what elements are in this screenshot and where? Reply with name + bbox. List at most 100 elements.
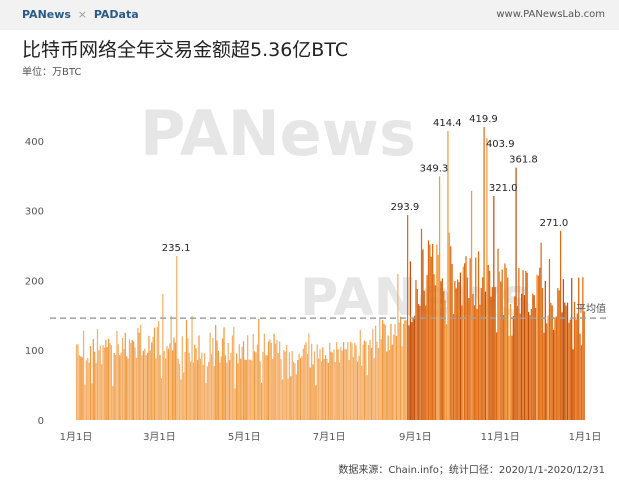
bar	[304, 344, 306, 420]
x-tick-label: 5月1日	[228, 431, 261, 443]
bar	[327, 362, 329, 420]
y-tick-label: 300	[25, 207, 44, 218]
bar	[139, 324, 142, 420]
bar	[273, 333, 275, 420]
bar	[109, 342, 111, 420]
peak-data-label: 271.0	[540, 218, 569, 229]
bar	[127, 358, 129, 420]
bar	[419, 305, 421, 420]
bar	[195, 348, 197, 420]
bar	[173, 337, 175, 420]
bar	[262, 351, 264, 420]
bar	[544, 280, 546, 420]
bar	[416, 289, 418, 420]
bar	[495, 332, 498, 420]
bar	[329, 342, 331, 420]
bar	[219, 362, 221, 420]
bar	[505, 267, 507, 420]
bar	[393, 334, 395, 420]
bar	[163, 351, 165, 420]
bar	[336, 342, 338, 420]
bar	[405, 320, 407, 420]
panews-logo: PANews	[22, 8, 71, 21]
bar	[548, 258, 551, 420]
chart-unit: 单位：万BTC	[22, 67, 82, 78]
bar	[145, 355, 147, 420]
watermark-text: PANews	[140, 97, 416, 170]
bar	[502, 315, 505, 420]
bar	[249, 359, 252, 420]
bar	[183, 372, 185, 420]
bar	[319, 349, 321, 420]
bars-layer	[76, 127, 585, 421]
bar	[226, 362, 228, 420]
bar	[533, 295, 535, 420]
bar	[573, 301, 576, 420]
peak-data-label: 235.1	[162, 243, 191, 254]
bar	[571, 278, 573, 420]
bar	[191, 316, 193, 420]
bar	[504, 263, 506, 420]
bar	[266, 355, 268, 420]
bar	[284, 351, 286, 420]
y-tick-label: 200	[25, 276, 44, 287]
bar	[377, 348, 380, 420]
bar	[345, 349, 348, 420]
bar	[89, 346, 92, 420]
bar	[440, 281, 442, 420]
bar	[465, 256, 467, 420]
bar	[288, 352, 291, 420]
bar	[356, 361, 359, 420]
bar	[477, 251, 480, 420]
bar	[258, 318, 260, 420]
bar	[387, 335, 389, 420]
bar	[156, 326, 158, 420]
bar	[121, 337, 124, 420]
bar	[84, 384, 86, 420]
bar	[199, 358, 202, 420]
bar	[210, 354, 213, 420]
y-tick-label: 0	[38, 416, 44, 427]
bar	[526, 272, 528, 420]
bar	[516, 305, 519, 420]
bar	[482, 277, 484, 420]
bar	[315, 385, 317, 420]
bar	[280, 359, 282, 420]
bar	[331, 352, 334, 420]
bar	[240, 358, 242, 420]
bar	[576, 313, 578, 420]
bar	[87, 357, 89, 420]
bar	[362, 344, 364, 420]
peak-data-label: 403.9	[486, 139, 515, 150]
bar	[515, 167, 517, 420]
bar	[188, 352, 190, 420]
bar	[512, 316, 514, 420]
bar	[245, 359, 247, 420]
bar	[487, 264, 489, 420]
bar	[151, 342, 153, 420]
bar	[443, 291, 445, 420]
bar	[107, 338, 110, 420]
bar	[406, 214, 409, 420]
bar	[116, 330, 118, 420]
bar	[522, 270, 524, 420]
bar	[433, 274, 435, 420]
bar	[489, 270, 491, 420]
bar	[447, 130, 449, 421]
bar	[401, 346, 403, 420]
bar	[365, 341, 367, 420]
bar	[142, 350, 144, 420]
bar	[493, 196, 495, 420]
bar	[256, 344, 259, 420]
peak-data-label: 321.0	[489, 183, 518, 194]
bar	[215, 324, 217, 420]
bar	[209, 332, 211, 420]
bar	[384, 324, 386, 420]
bar	[408, 325, 410, 420]
x-tick-label: 3月1日	[143, 431, 176, 443]
bar	[480, 288, 482, 420]
bar	[131, 339, 133, 420]
bar	[290, 376, 292, 420]
bar	[99, 345, 101, 420]
